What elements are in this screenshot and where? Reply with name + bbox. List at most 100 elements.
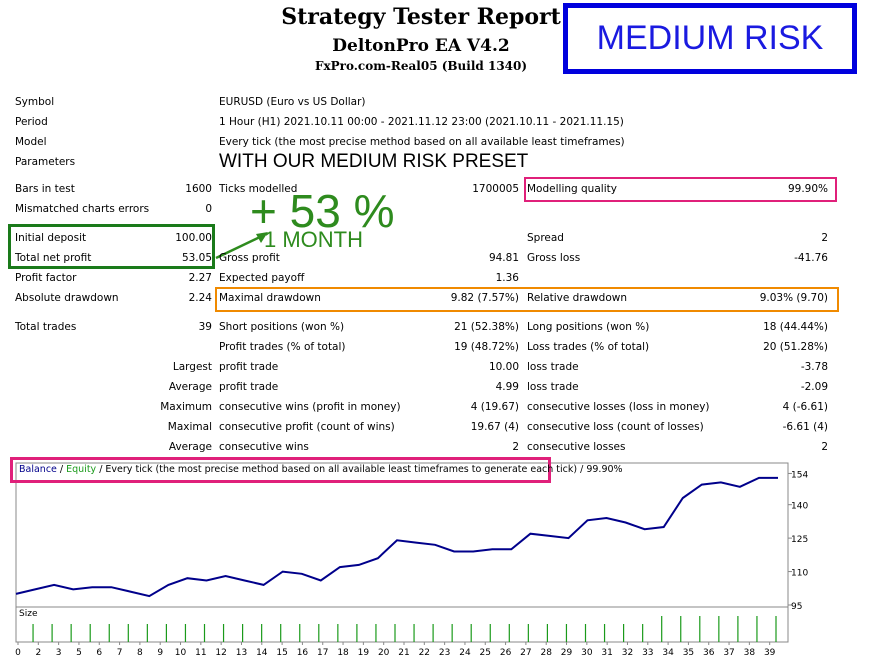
avg-cons-losses-value: 2 [821, 441, 828, 453]
maximal-drawdown-label: Maximal drawdown [219, 292, 321, 304]
parameters-label: Parameters [15, 156, 76, 168]
chart-legend: Balance / Equity / Every tick (the most … [19, 464, 623, 475]
maximal-loss-value: -6.61 (4) [782, 421, 828, 433]
duration-annotation: 1 MONTH [264, 227, 363, 252]
x-tick-label: 21 [398, 648, 409, 658]
x-tick-label: 29 [561, 648, 573, 658]
balance-line [15, 476, 778, 598]
maximal-drawdown-value: 9.82 (7.57%) [450, 292, 519, 304]
legend-separator: / [56, 464, 67, 475]
x-tick-label: 16 [297, 648, 309, 658]
x-tick-label: 10 [175, 648, 187, 658]
x-tick-label: 24 [459, 648, 471, 658]
gross-profit-label: Gross profit [219, 252, 280, 264]
x-tick-label: 25 [480, 648, 491, 658]
spread-value: 2 [821, 232, 828, 244]
gross-loss-label: Gross loss [527, 252, 581, 264]
deposit-label: Initial deposit [15, 232, 87, 244]
x-tick-label: 15 [276, 648, 287, 658]
x-tick-label: 5 [76, 648, 82, 658]
ticks-value: 1700005 [472, 183, 519, 195]
legend-rest: / Every tick (the most precise method ba… [96, 464, 623, 475]
relative-drawdown-value: 9.03% (9.70) [759, 292, 828, 304]
net-profit-label: Total net profit [15, 252, 92, 264]
expected-payoff-label: Expected payoff [219, 272, 305, 284]
x-tick-label: 38 [744, 648, 756, 658]
model-label: Model [15, 136, 47, 148]
absolute-drawdown-value: 2.24 [188, 292, 212, 304]
legend-equity: Equity [66, 464, 97, 475]
modelling-quality-label: Modelling quality [527, 183, 617, 195]
x-tick-label: 18 [337, 648, 349, 658]
modelling-quality-value: 99.90% [787, 183, 828, 195]
x-tick-label: 22 [419, 648, 430, 658]
arrow-icon [215, 232, 268, 260]
maximum-label: Maximum [160, 401, 212, 413]
largest-label: Largest [172, 361, 212, 373]
gain-annotation: + 53 % [250, 185, 395, 237]
loss-trades-value: 20 (51.28%) [763, 341, 828, 353]
profit-factor-label: Profit factor [15, 272, 77, 284]
profit-trades-value: 19 (48.72%) [454, 341, 519, 353]
bars-value: 1600 [185, 183, 212, 195]
max-cons-wins-value: 4 (19.67) [470, 401, 519, 413]
risk-label-box: MEDIUM RISK [563, 3, 857, 74]
x-tick-label: 13 [236, 648, 247, 658]
ea-name: DeltonPro EA V4.2 [332, 36, 510, 56]
x-tick-label: 8 [137, 648, 143, 658]
average-profit-value: 4.99 [495, 381, 519, 393]
spread-label: Spread [527, 232, 564, 244]
maximal-profit-value: 19.67 (4) [470, 421, 519, 433]
gross-profit-value: 94.81 [488, 252, 519, 264]
maximal-loss-label: consecutive loss (count of losses) [527, 421, 704, 433]
drawdown-highlight [215, 287, 839, 312]
x-tick-label: 26 [500, 648, 512, 658]
average-profit-label: profit trade [219, 381, 279, 393]
x-tick-label: 35 [683, 648, 694, 658]
relative-drawdown-label: Relative drawdown [527, 292, 628, 304]
avg-cons-wins-label: consecutive wins [219, 441, 309, 453]
x-tick-label: 6 [96, 648, 102, 658]
period-label: Period [15, 116, 48, 128]
largest-profit-value: 10.00 [488, 361, 519, 373]
mismatch-label: Mismatched charts errors [15, 203, 150, 215]
y-tick-label: 154 [791, 470, 808, 480]
x-tick-label: 17 [317, 648, 328, 658]
x-tick-label: 12 [215, 648, 226, 658]
average-loss-value: -2.09 [800, 381, 828, 393]
expected-payoff-value: 1.36 [495, 272, 519, 284]
max-cons-losses-label: consecutive losses (loss in money) [527, 401, 710, 413]
max-cons-wins-label: consecutive wins (profit in money) [219, 401, 401, 413]
x-tick-label: 0 [15, 648, 21, 658]
x-tick-label: 7 [117, 648, 123, 658]
long-positions-value: 18 (44.44%) [763, 321, 828, 333]
model-value: Every tick (the most precise method base… [219, 136, 625, 148]
largest-loss-value: -3.78 [800, 361, 828, 373]
maximal-label: Maximal [167, 421, 212, 433]
y-tick-label: 140 [791, 502, 808, 512]
x-tick-label: 3 [56, 648, 62, 658]
symbol-label: Symbol [15, 96, 55, 108]
largest-loss-label: loss trade [527, 361, 579, 373]
x-tick-label: 39 [764, 648, 776, 658]
size-label: Size [19, 609, 38, 619]
period-value: 1 Hour (H1) 2021.10.11 00:00 - 2021.11.1… [219, 116, 624, 128]
long-positions-label: Long positions (won %) [527, 321, 650, 333]
absolute-drawdown-label: Absolute drawdown [15, 292, 119, 304]
average-label: Average [168, 381, 212, 393]
legend-balance: Balance [19, 464, 57, 475]
x-tick-label: 30 [581, 648, 593, 658]
y-tick-label: 110 [791, 569, 808, 579]
modelling-quality-highlight [524, 177, 837, 202]
x-tick-label: 23 [439, 648, 450, 658]
net-profit-value: 53.05 [181, 252, 212, 264]
max-cons-losses-value: 4 (-6.61) [782, 401, 828, 413]
x-tick-label: 27 [520, 648, 531, 658]
profit-trades-label: Profit trades (% of total) [219, 341, 346, 353]
report-title: Strategy Tester Report [281, 4, 561, 30]
server-build: FxPro.com-Real05 (Build 1340) [314, 59, 528, 73]
symbol-value: EURUSD (Euro vs US Dollar) [219, 96, 366, 108]
total-trades-label: Total trades [15, 321, 77, 333]
maximal-profit-label: consecutive profit (count of wins) [219, 421, 395, 433]
avg-cons-losses-label: consecutive losses [527, 441, 626, 453]
